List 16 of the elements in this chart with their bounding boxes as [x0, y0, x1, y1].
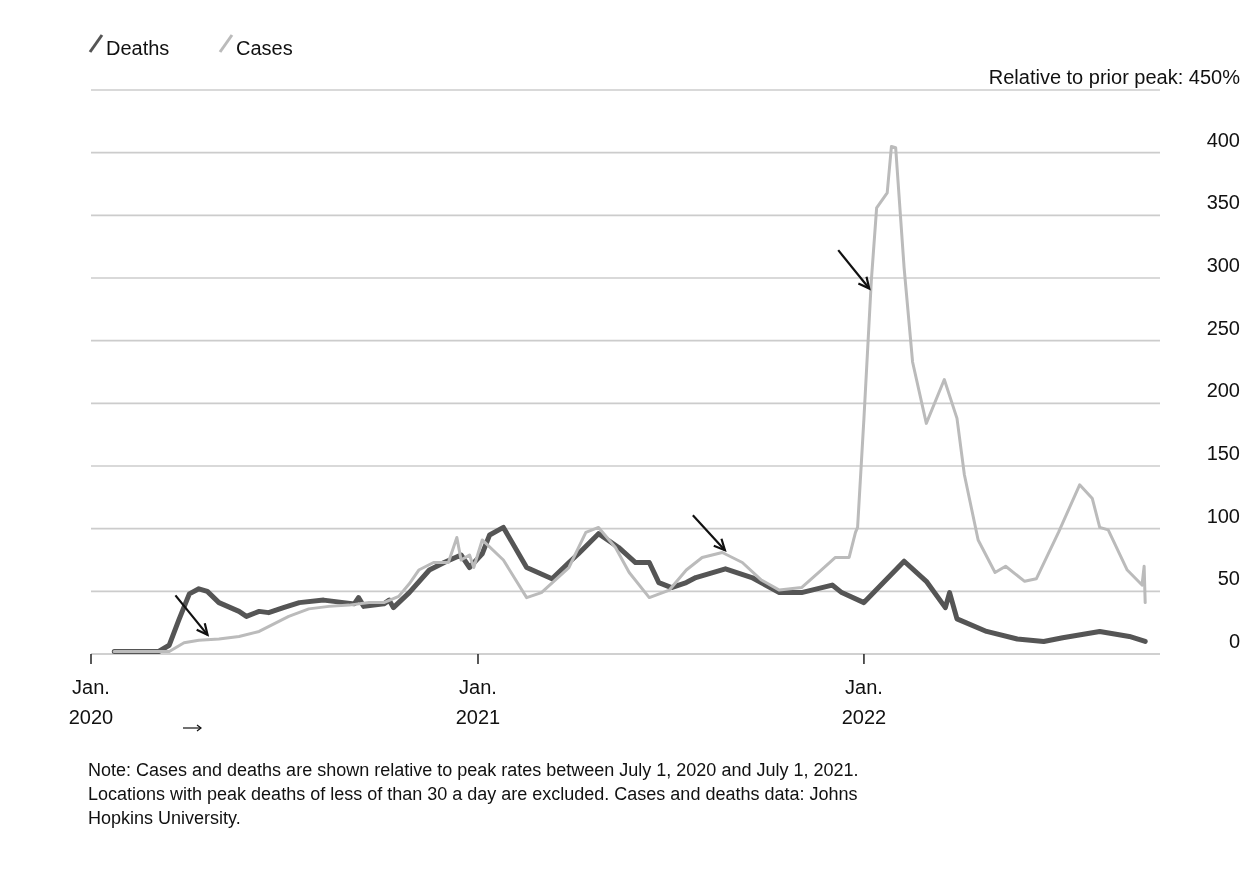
x-tick-label: Jan. 2020	[68, 676, 114, 728]
y-tick-label: 50	[1217, 567, 1240, 590]
y-tick-label: Relative to prior peak: 450%	[988, 66, 1241, 88]
legend-label: Cases	[236, 37, 293, 59]
y-tick-label: 350	[1206, 191, 1240, 214]
y-tick-label: 250	[1206, 316, 1240, 339]
y-tick-label: 0	[1228, 630, 1240, 652]
y-tick-label: 200	[1206, 379, 1240, 402]
y-tick-label: 400	[1206, 128, 1240, 151]
legend-label: Deaths	[106, 37, 170, 59]
x-tick-label: Jan. 2022	[841, 676, 887, 728]
y-tick-label: 300	[1206, 254, 1240, 276]
y-tick-label: 150	[1206, 442, 1240, 464]
x-tick-label: Jan. 2021	[455, 676, 501, 728]
text: Note: Cases and deaths are shown relative to peak rates between July 1, 2020 and July 1, 2021. Locations with peak deaths of less of than 30 a day are excluded. Cases and deaths data: Johns Hopkins University.	[88, 760, 859, 828]
y-tick-label: 100	[1206, 504, 1240, 527]
